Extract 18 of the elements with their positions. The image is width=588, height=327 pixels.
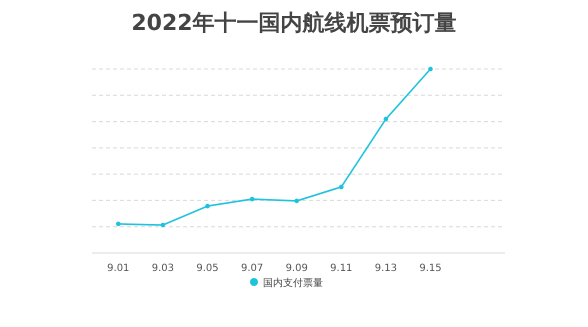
chart-title: 2022年十一国内航线机票预订量	[131, 10, 457, 36]
x-tick-label: 9.05	[196, 263, 219, 274]
x-tick-label: 9.01	[107, 263, 130, 274]
point	[294, 198, 299, 204]
x-tick-label: 9.15	[419, 263, 442, 274]
x-tick-label: 9.03	[152, 263, 174, 274]
point	[250, 196, 254, 202]
point	[384, 116, 388, 122]
point	[205, 204, 210, 208]
x-tick-label: 9.13	[374, 263, 398, 274]
point	[428, 66, 433, 72]
x-tick-label: 9.11	[330, 263, 352, 274]
point	[339, 184, 344, 190]
point	[116, 222, 121, 226]
legend-label: 国内支付票量	[263, 277, 323, 289]
x-tick-label: 9.09	[286, 263, 308, 274]
point	[160, 222, 166, 228]
x-tick-label: 9.07	[240, 263, 264, 274]
